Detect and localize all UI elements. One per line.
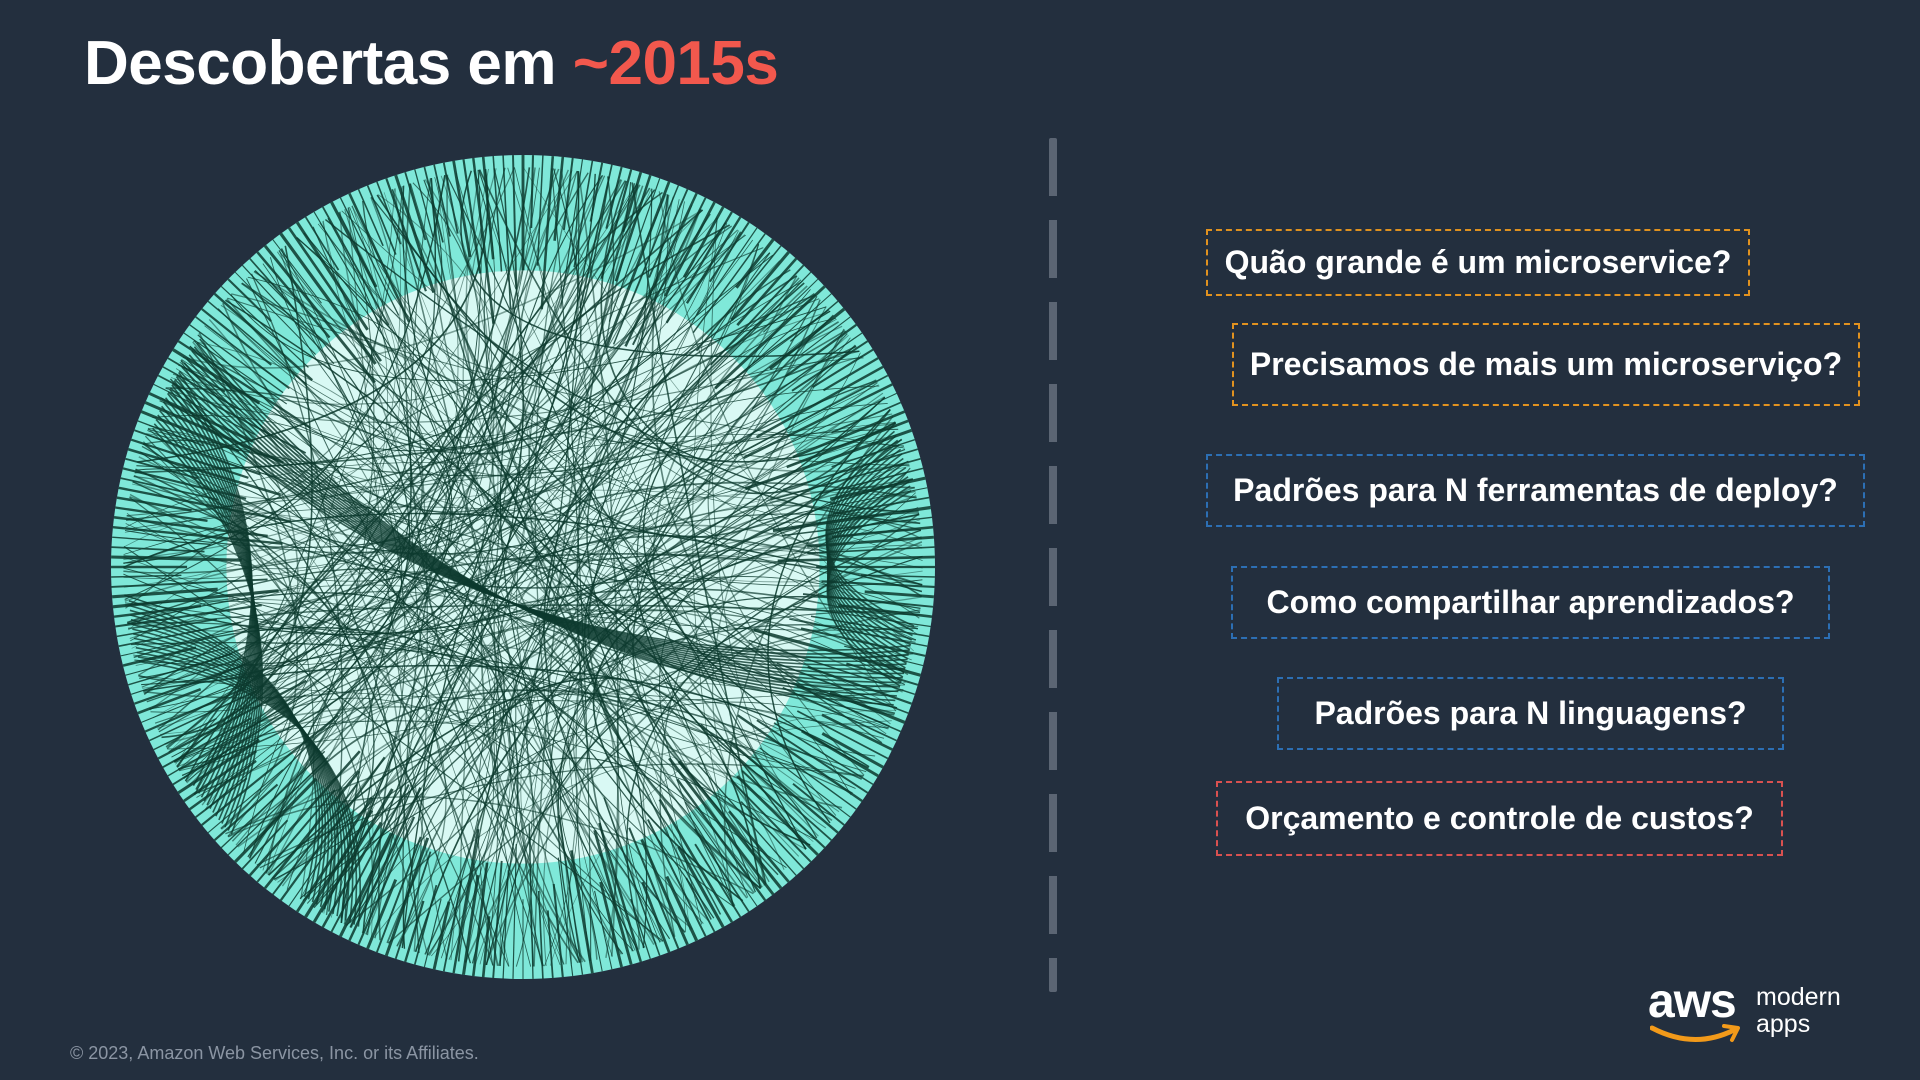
microservices-dependency-graph-image [88,145,958,990]
logo-caption: modern apps [1756,984,1841,1038]
vertical-divider [1049,138,1057,992]
aws-wordmark: aws [1648,975,1737,1028]
question-text: Padrões para N ferramentas de deploy? [1233,472,1838,508]
logo-line-apps: apps [1756,1010,1811,1038]
logo-line-modern: modern [1756,983,1841,1011]
copyright-notice: © 2023, Amazon Web Services, Inc. or its… [70,1043,479,1063]
question-box-cost-control: Orçamento e controle de custos? [1216,781,1783,856]
question-box-deploy-tools: Padrões para N ferramentas de deploy? [1206,454,1865,527]
title-main: Descobertas em [84,29,573,98]
question-text: Padrões para N linguagens? [1314,695,1747,731]
aws-smile-icon [1650,1024,1740,1042]
question-text: Quão grande é um microservice? [1224,244,1732,280]
slide-title: Descobertas em ~2015s [84,28,779,99]
question-text: Precisamos de mais um microserviço? [1249,346,1843,382]
question-box-size: Quão grande é um microservice? [1206,229,1750,296]
dependency-graph-svg [111,155,935,979]
aws-modern-apps-logo: aws modern apps [1648,975,1848,1050]
question-box-share-learnings: Como compartilhar aprendizados? [1231,566,1830,639]
graph-bundles [128,338,915,927]
question-text: Orçamento e controle de custos? [1245,800,1754,836]
title-accent: ~2015s [572,29,779,98]
question-box-languages: Padrões para N linguagens? [1277,677,1784,750]
question-box-another-service: Precisamos de mais um microserviço? [1232,323,1860,406]
graph-body [111,155,935,979]
question-text: Como compartilhar aprendizados? [1266,584,1795,620]
